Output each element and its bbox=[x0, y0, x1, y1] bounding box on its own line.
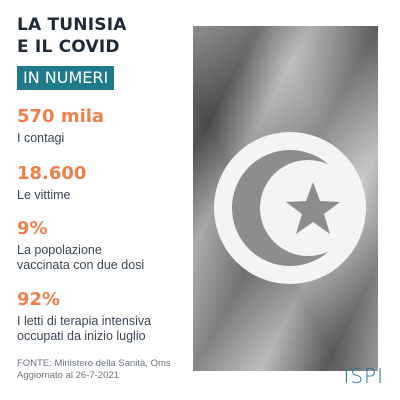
stat-icu-beds: 92% I letti di terapia intensiva occupat… bbox=[17, 289, 151, 344]
stat-value: 570 mila bbox=[17, 106, 105, 127]
title-line-2: E IL COVID bbox=[17, 37, 120, 57]
tunisia-flag-image bbox=[193, 26, 378, 371]
stat-value: 92% bbox=[17, 289, 61, 310]
source-text: FONTE: Ministero della Sanità, Oms bbox=[17, 358, 171, 369]
page-title: LA TUNISIA E IL COVID bbox=[17, 14, 127, 58]
stat-value: 9% bbox=[17, 218, 48, 239]
stat-label: I contagi bbox=[17, 131, 65, 145]
stat-label: Le vittime bbox=[17, 188, 71, 202]
stat-vaccinated: 9% La popolazione vaccinata con due dosi bbox=[17, 218, 144, 273]
stat-deaths: 18.600 Le vittime bbox=[17, 163, 86, 203]
subtitle-banner: IN NUMERI bbox=[17, 66, 115, 90]
stat-value: 18.600 bbox=[17, 163, 87, 184]
source-footer: FONTE: Ministero della Sanità, Oms Aggio… bbox=[17, 358, 171, 382]
ispi-logo: ISPI bbox=[343, 364, 384, 388]
updated-text: Aggiornato al 26-7-2021 bbox=[17, 370, 119, 381]
stat-label: vaccinata con due dosi bbox=[17, 258, 145, 272]
stat-label: occupati da inizio luglio bbox=[17, 329, 146, 343]
title-line-1: LA TUNISIA bbox=[17, 15, 127, 35]
star-icon bbox=[286, 182, 340, 234]
stat-label: La popolazione bbox=[17, 243, 102, 257]
stat-label: I letti di terapia intensiva bbox=[17, 314, 152, 328]
stat-cases: 570 mila I contagi bbox=[17, 106, 104, 146]
